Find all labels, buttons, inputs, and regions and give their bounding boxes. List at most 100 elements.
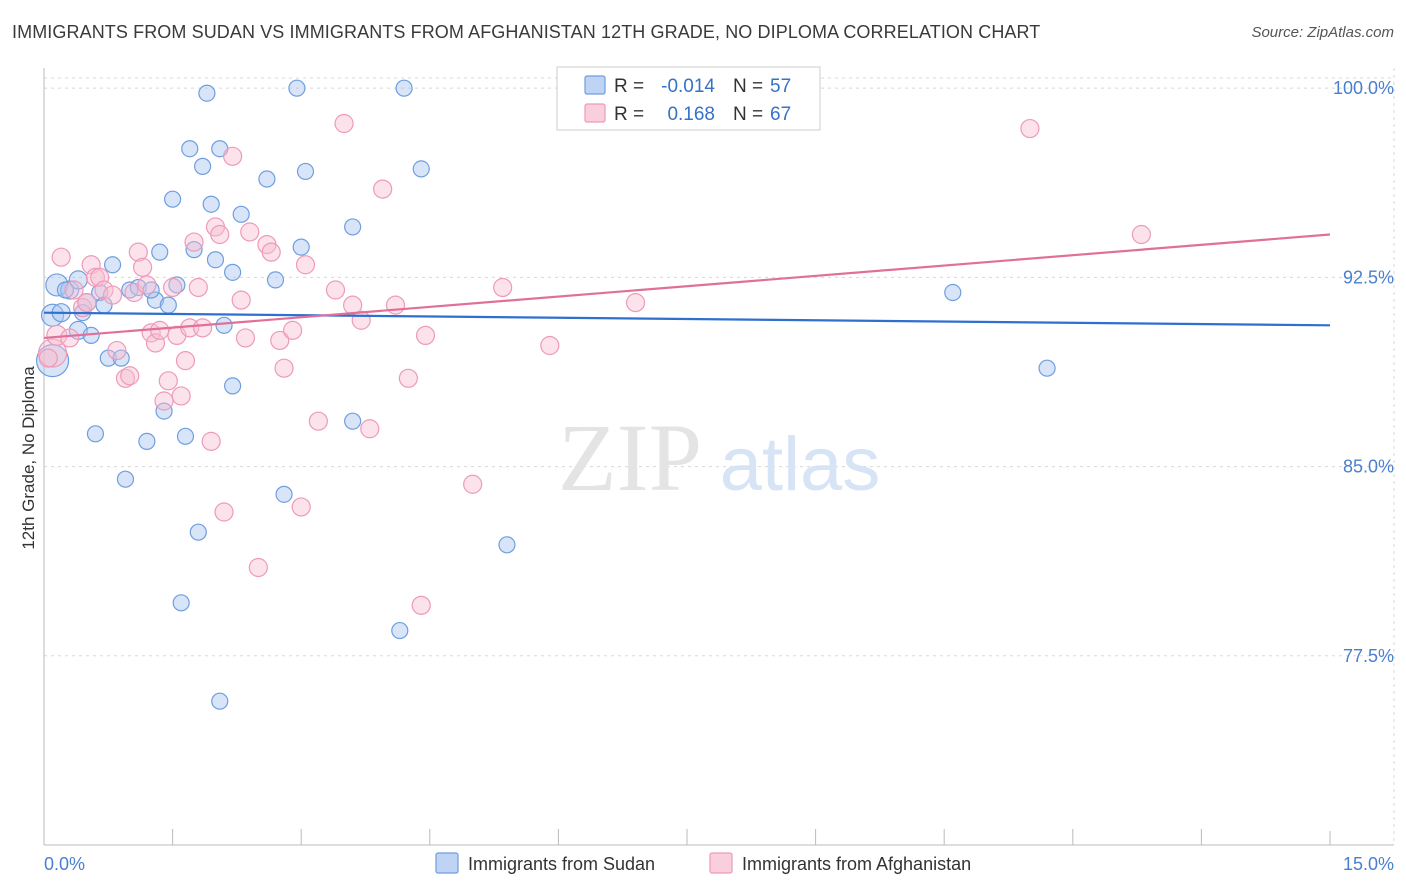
y-tick-labels: 100.0% 92.5% 85.0% 77.5% — [1333, 78, 1394, 666]
sudan-point-53 — [1038, 359, 1056, 377]
afghan-point-53 — [360, 419, 380, 439]
sudan-point-40 — [258, 170, 276, 188]
legend-r-label-sudan: R = — [614, 76, 644, 97]
afghan-point-49 — [325, 280, 346, 300]
sudan-point-26 — [176, 427, 195, 445]
afghan-trend-line — [43, 233, 1331, 340]
bottom-legend-swatch-afghan — [709, 852, 733, 874]
afghan-point-59 — [463, 474, 483, 494]
trend-lines — [43, 233, 1331, 340]
afghan-point-9 — [90, 267, 110, 287]
sudan-point-30 — [194, 157, 212, 175]
afghan-point-3 — [60, 328, 80, 348]
sudan-trend-line — [43, 311, 1331, 327]
afghan-point-43 — [270, 330, 290, 351]
afghan-point-23 — [158, 371, 178, 391]
afghan-point-55 — [385, 295, 406, 315]
y-tick-label-0: 100.0% — [1333, 78, 1394, 98]
sudan-point-49 — [395, 79, 413, 97]
afghan-point-17 — [132, 257, 153, 277]
afghan-point-29 — [184, 232, 204, 252]
afghan-point-65 — [1131, 224, 1151, 245]
afghan-point-40 — [248, 557, 268, 578]
afghan-point-30 — [188, 277, 208, 298]
afghan-point-6 — [77, 293, 97, 313]
bottom-legend-label-afghan: Immigrants from Afghanistan — [742, 854, 971, 874]
afghan-point-34 — [210, 224, 230, 245]
afghan-point-66 — [38, 348, 58, 368]
sudan-point-20 — [151, 243, 169, 261]
sudan-point-21 — [155, 402, 173, 420]
afghan-point-48 — [308, 411, 328, 431]
bottom-legend-swatch-sudan — [435, 852, 459, 874]
series-afghan-points — [37, 78, 1151, 615]
afghan-point-24 — [163, 277, 183, 298]
afghan-point-57 — [411, 595, 431, 615]
afghan-point-2 — [51, 247, 71, 267]
afghan-point-47 — [295, 255, 316, 275]
afghan-point-0 — [37, 338, 68, 368]
afghan-point-21 — [150, 320, 170, 340]
sudan-point-47 — [344, 412, 362, 430]
y-tick-label-1: 92.5% — [1343, 267, 1394, 287]
afghan-point-27 — [175, 351, 196, 371]
sudan-point-43 — [288, 79, 306, 97]
sudan-point-33 — [206, 251, 225, 269]
sudan-point-37 — [224, 263, 242, 281]
sudan-point-2 — [45, 273, 69, 297]
sudan-point-41 — [266, 271, 285, 289]
sudan-point-36 — [215, 316, 233, 334]
sudan-point-46 — [344, 218, 362, 236]
afghan-point-46 — [291, 497, 311, 517]
afghan-point-22 — [154, 391, 174, 411]
afghan-point-45 — [283, 320, 303, 340]
afghan-point-16 — [128, 242, 148, 262]
sudan-point-32 — [202, 195, 220, 213]
sudan-point-23 — [164, 190, 182, 208]
axes — [43, 68, 1394, 846]
afghan-point-31 — [193, 318, 213, 338]
legend-swatch-sudan — [584, 75, 606, 95]
legend-n-value-sudan: 57 — [770, 76, 791, 97]
legend-swatch-afghan — [584, 103, 606, 123]
bottom-legend-label-sudan: Immigrants from Sudan — [468, 854, 655, 874]
legend-n-label-sudan: N = — [733, 76, 763, 97]
sudan-point-22 — [159, 296, 177, 314]
sudan-point-50 — [412, 160, 430, 178]
chart-title: IMMIGRANTS FROM SUDAN VS IMMIGRANTS FROM… — [12, 22, 1041, 42]
sudan-point-39 — [232, 205, 250, 223]
afghan-point-35 — [214, 502, 234, 522]
sudan-point-25 — [172, 594, 190, 612]
watermark-zip: ZIP — [558, 404, 702, 511]
sudan-point-45 — [296, 162, 315, 181]
sudan-point-44 — [292, 238, 310, 256]
sudan-point-15 — [116, 470, 135, 488]
sudan-point-31 — [198, 84, 216, 102]
sudan-point-9 — [86, 425, 105, 443]
sudan-point-48 — [391, 621, 409, 640]
legend-r-value-afghan: 0.168 — [667, 104, 715, 125]
afghan-point-64 — [1020, 118, 1040, 139]
afghan-point-56 — [398, 368, 418, 388]
legend-r-value-sudan: -0.014 — [661, 76, 715, 97]
sudan-point-19 — [146, 291, 165, 309]
afghan-point-42 — [261, 242, 281, 262]
sudan-point-29 — [189, 523, 207, 541]
afghan-point-58 — [415, 325, 436, 346]
legend-n-label-afghan: N = — [733, 104, 763, 125]
afghan-point-39 — [240, 222, 260, 242]
afghan-point-54 — [373, 179, 393, 199]
legend-r-label-afghan: R = — [614, 104, 644, 125]
afghan-point-60 — [493, 277, 513, 298]
afghan-point-50 — [334, 113, 354, 134]
afghan-point-36 — [223, 146, 243, 166]
y-tick-label-2: 85.0% — [1343, 457, 1394, 477]
y-tick-label-3: 77.5% — [1343, 646, 1394, 666]
legend-box: R = -0.014 N = 57 R = 0.168 N = 67 — [556, 66, 821, 131]
x-tick-label-right: 15.0% — [1343, 854, 1394, 874]
sudan-point-42 — [275, 485, 293, 503]
x-tick-label-left: 0.0% — [44, 854, 85, 874]
sudan-point-35 — [211, 692, 229, 710]
afghan-point-20 — [145, 333, 166, 353]
